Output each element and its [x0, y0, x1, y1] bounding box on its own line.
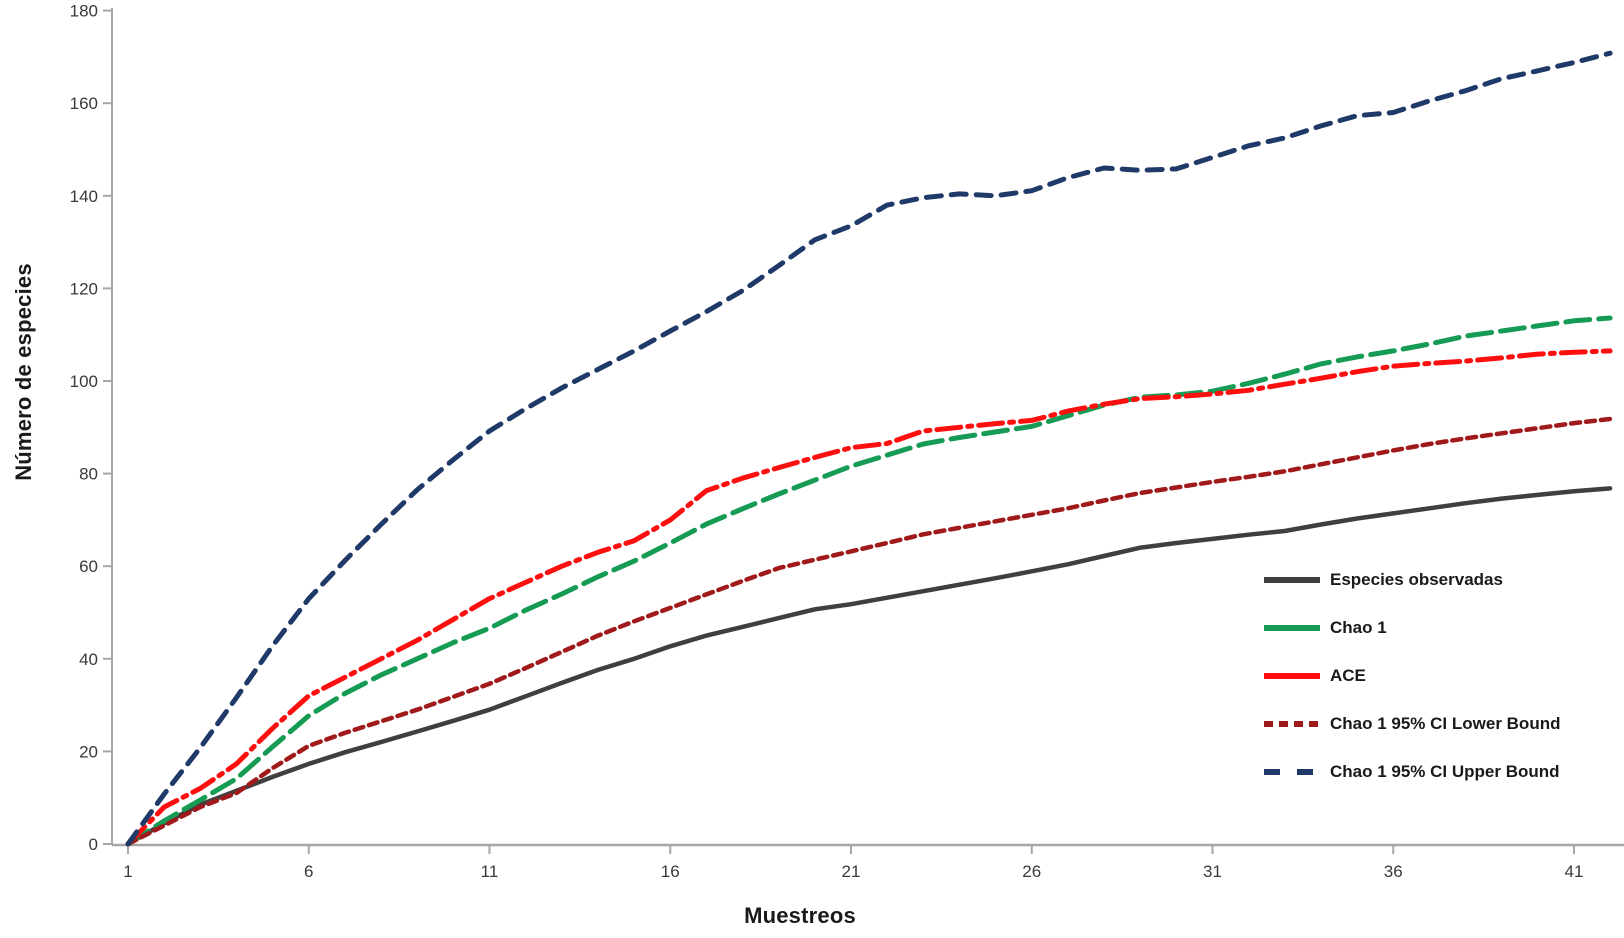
legend-item-chao-1: Chao 1 — [1263, 604, 1560, 652]
x-tick-label: 11 — [481, 862, 499, 881]
x-tick-label: 41 — [1565, 862, 1584, 881]
legend-swatch-chao-1-95-ci-lower-bound — [1264, 721, 1320, 727]
legend-label-especies-observadas: Especies observadas — [1330, 570, 1503, 589]
legend: Especies observadas Chao 1 ACE Chao 1 95% C… — [1263, 556, 1560, 796]
legend-swatch-chao-1 — [1264, 625, 1320, 631]
legend-label-chao-1-95-ci-upper-bound: Chao 1 95% CI Upper Bound — [1330, 762, 1560, 781]
legend-swatch-especies-observadas — [1264, 577, 1320, 583]
legend-label-chao-1: Chao 1 — [1330, 618, 1387, 637]
x-axis-title: Muestreos — [744, 903, 856, 928]
y-tick-label: 100 — [70, 372, 98, 391]
x-tick-label: 6 — [304, 862, 313, 881]
series-line-chao-1-95-ci-upper-bound — [125, 50, 1613, 847]
series-line-especies-observadas — [125, 486, 1613, 847]
legend-item-especies-observadas: Especies observadas — [1263, 556, 1560, 604]
x-tick-label: 36 — [1384, 862, 1403, 881]
y-tick-label: 20 — [79, 742, 98, 761]
legend-item-chao-1-95-ci-lower-bound: Chao 1 95% CI Lower Bound — [1263, 700, 1560, 748]
legend-label-ace: ACE — [1330, 666, 1366, 685]
legend-swatch-ace — [1264, 673, 1320, 679]
series-line-chao-1-95-ci-lower-bound — [125, 416, 1613, 847]
y-axis-title: Número de especies — [11, 263, 36, 481]
y-tick-label: 140 — [70, 187, 98, 206]
y-tick-label: 120 — [70, 279, 98, 298]
legend-label-chao-1-95-ci-lower-bound: Chao 1 95% CI Lower Bound — [1330, 714, 1561, 733]
legend-swatch-chao-1-95-ci-upper-bound — [1264, 769, 1320, 775]
x-tick-label: 1 — [123, 862, 132, 881]
series-line-ace — [125, 348, 1613, 847]
series-line-chao-1 — [125, 315, 1613, 847]
x-tick-label: 26 — [1022, 862, 1041, 881]
x-tick-label: 16 — [661, 862, 680, 881]
y-tick-label: 80 — [79, 465, 98, 484]
x-tick-label: 21 — [842, 862, 861, 881]
x-tick-label: 31 — [1203, 862, 1222, 881]
y-tick-label: 180 — [70, 2, 98, 21]
y-tick-label: 40 — [79, 650, 98, 669]
y-tick-label: 60 — [79, 557, 98, 576]
y-tick-label: 0 — [89, 835, 98, 854]
y-tick-label: 160 — [70, 94, 98, 113]
legend-item-chao-1-95-ci-upper-bound: Chao 1 95% CI Upper Bound — [1263, 748, 1560, 796]
legend-item-ace: ACE — [1263, 652, 1560, 700]
